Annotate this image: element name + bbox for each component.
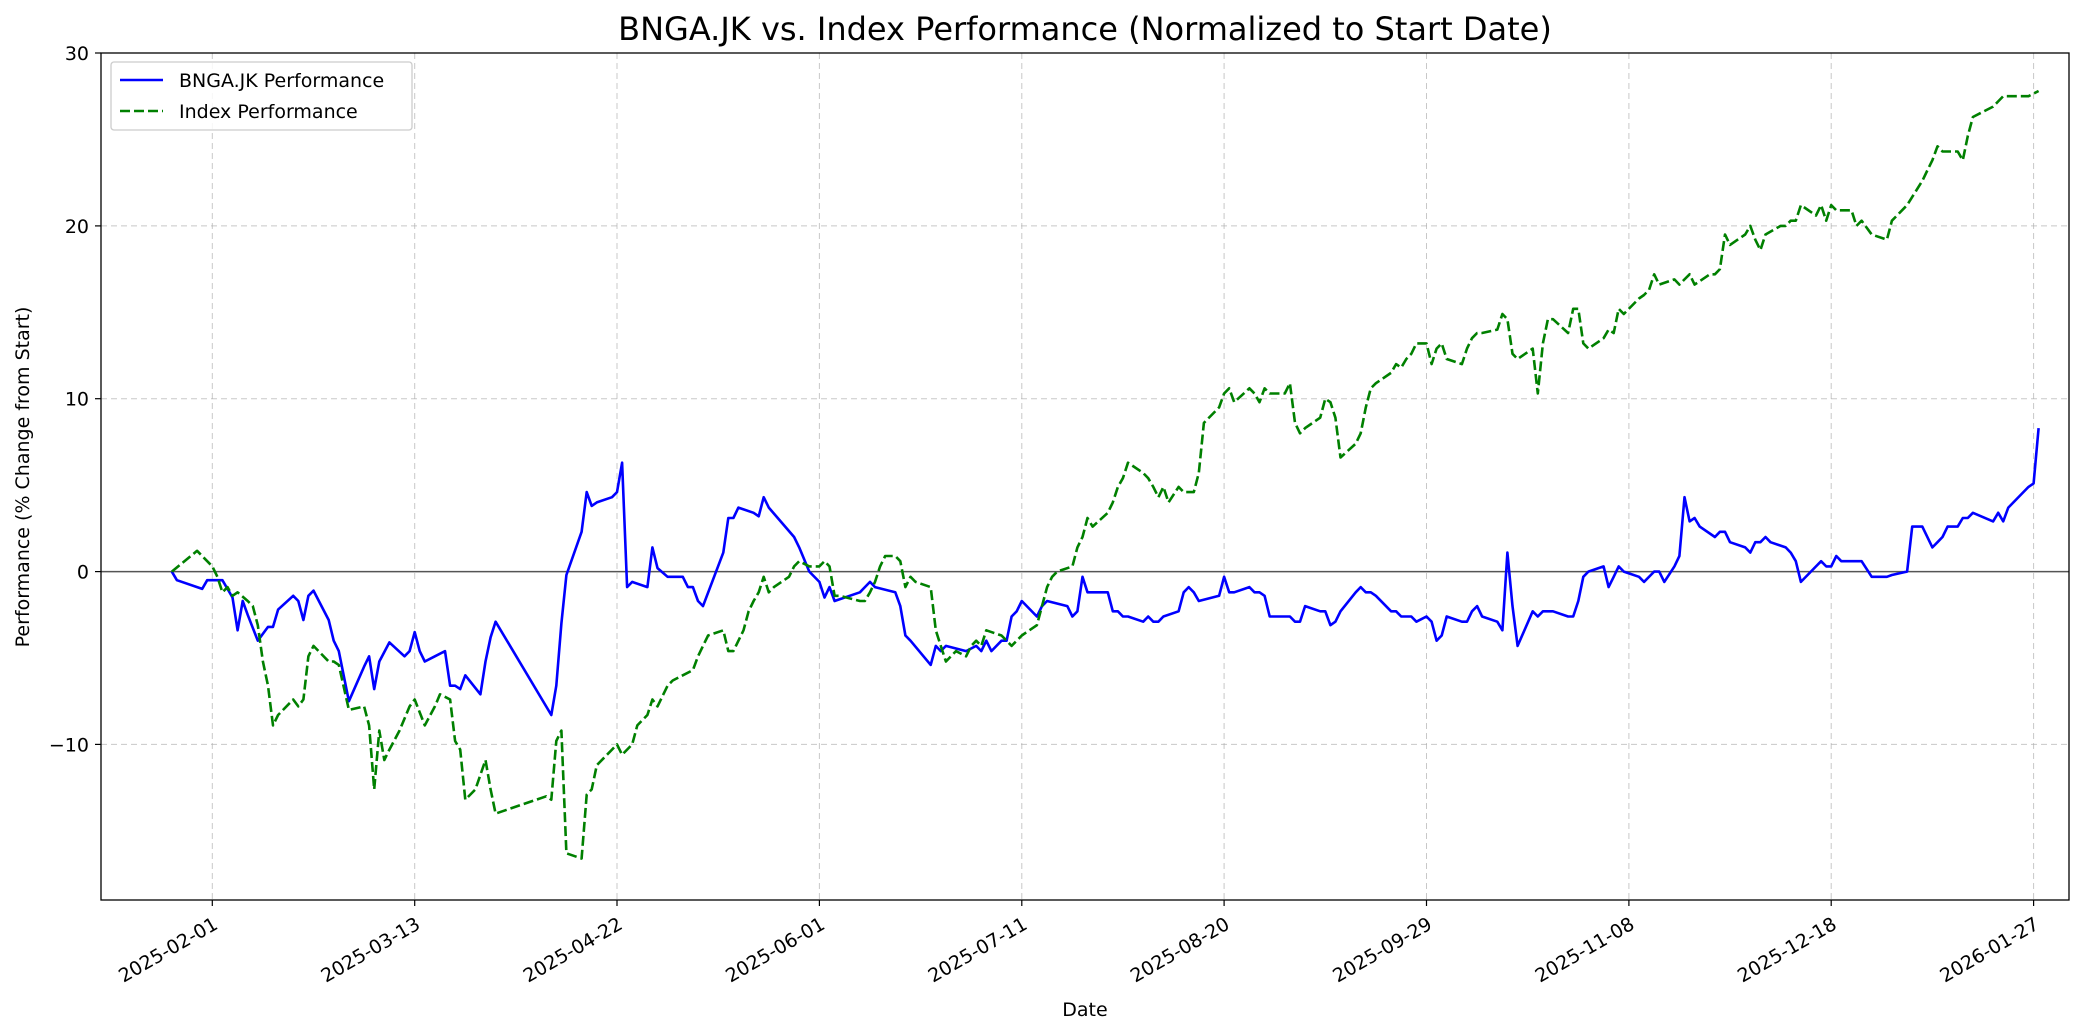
y-tick-label: −10 <box>49 734 89 756</box>
y-tick-label: 20 <box>65 216 89 238</box>
chart-title: BNGA.JK vs. Index Performance (Normalize… <box>618 10 1552 48</box>
legend: BNGA.JK Performance Index Performance <box>110 61 413 131</box>
y-tick-label: 30 <box>65 43 89 65</box>
y-axis: −10 0 10 20 30 <box>49 43 101 756</box>
y-axis-title: Performance (% Change from Start) <box>12 307 34 648</box>
legend-label-index: Index Performance <box>179 101 358 123</box>
series-layer <box>170 89 2040 860</box>
x-axis-title: Date <box>1062 999 1107 1021</box>
legend-label-bnga: BNGA.JK Performance <box>179 70 384 92</box>
series-line-bnga <box>170 427 2040 717</box>
legend-box <box>110 61 413 131</box>
y-tick-label: 10 <box>65 389 89 411</box>
plot-frame <box>100 52 2070 901</box>
y-tick-label: 0 <box>77 562 89 584</box>
series-line-index <box>170 89 2040 860</box>
